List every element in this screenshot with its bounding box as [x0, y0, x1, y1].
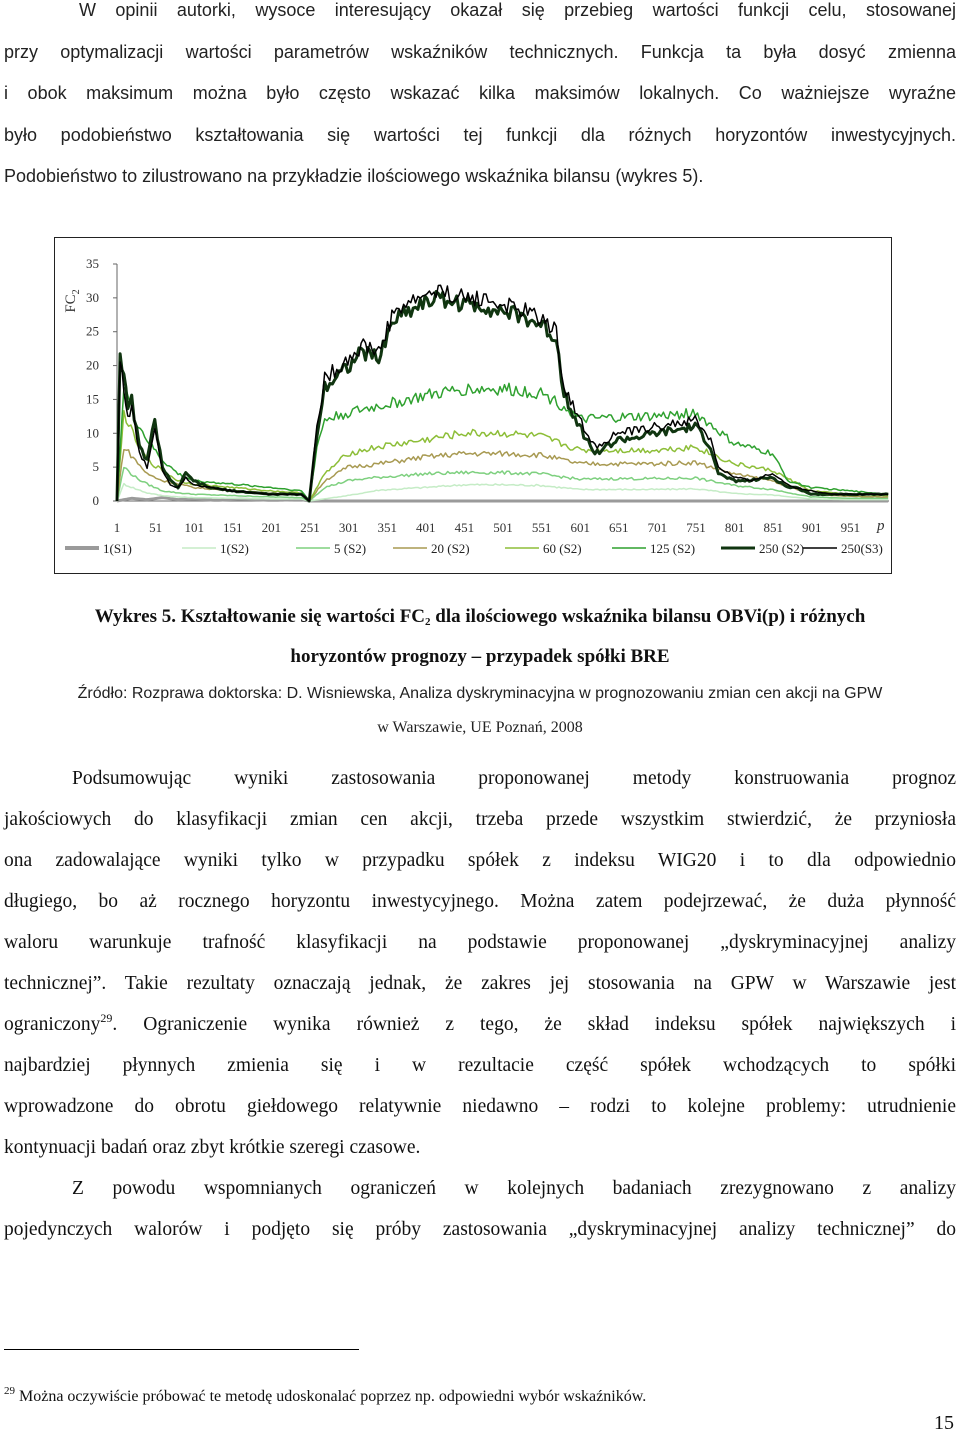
- x-tick-label: 151: [223, 520, 243, 535]
- x-tick-label: 851: [763, 520, 783, 535]
- intro-line-5: Podobieństwo to zilustrowano na przykład…: [4, 166, 704, 186]
- x-tick-label: 301: [339, 520, 359, 535]
- figure-source-line-2: w Warszawie, UE Poznań, 2008: [377, 719, 583, 736]
- y-tick-label: 0: [93, 493, 100, 508]
- x-tick-label: 551: [532, 520, 552, 535]
- summary-line-8: najbardziej płynnych zmienia się i w rez…: [4, 1055, 956, 1076]
- y-tick-label: 20: [86, 358, 99, 373]
- x-tick-label: 651: [609, 520, 629, 535]
- series-line-4: [116, 448, 889, 502]
- x-tick-label: 701: [648, 520, 668, 535]
- x-tick-label: 801: [725, 520, 745, 535]
- summary-paragraph: Podsumowując wyniki zastosowania propono…: [4, 758, 956, 1168]
- intro-line-4: było podobieństwo kształtowania się wart…: [4, 124, 956, 145]
- legend-label-8: 250(S3): [841, 541, 883, 556]
- legend-label-7: 250 (S2): [759, 541, 804, 556]
- series-line-2: [116, 482, 889, 502]
- summary-line-1: Podsumowując wyniki zastosowania propono…: [72, 768, 956, 789]
- figure-source: Źródło: Rozprawa doktorska: D. Wisniewsk…: [77, 685, 883, 702]
- summary-line-10: kontynuacji badań oraz zbyt krótkie szer…: [4, 1137, 421, 1158]
- series-line-6: [116, 382, 889, 502]
- x-tick-label: 451: [455, 520, 475, 535]
- series-line-3: [116, 466, 889, 502]
- legend-label-6: 125 (S2): [650, 541, 695, 556]
- y-tick-label: 5: [93, 459, 100, 474]
- series-line-7: [115, 290, 889, 503]
- x-tick-label: 251: [300, 520, 320, 535]
- x-tick-label: 751: [686, 520, 706, 535]
- x-tick-label: 901: [802, 520, 822, 535]
- x-tick-label: 351: [377, 520, 397, 535]
- x-tick-label: 201: [262, 520, 282, 535]
- next-line-2: pojedynczych walorów i podjęto się próby…: [4, 1219, 956, 1240]
- summary-line-7: ograniczony: [4, 1014, 101, 1035]
- summary-line-3: ona zadowalające wyniki tylko w przypadk…: [4, 850, 956, 871]
- x-tick-label: 601: [570, 520, 590, 535]
- legend-label-3: 5 (S2): [334, 541, 366, 556]
- intro-paragraph: W opinii autorki, wysoce interesujący ok…: [4, 0, 956, 198]
- legend-label-1: 1(S1): [103, 541, 132, 556]
- summary-line-6: technicznej”. Takie rezultaty oznaczają …: [4, 973, 956, 994]
- series-line-8: [116, 284, 889, 502]
- next-paragraph: Z powodu wspomnianych ograniczeń w kolej…: [4, 1168, 956, 1250]
- summary-line-5: waloru warunkuje trafność klasyfikacji n…: [4, 932, 956, 953]
- x-tick-label: 951: [841, 520, 861, 535]
- summary-line-2: jakościowych do klasyfikacji zmian cen a…: [4, 809, 956, 830]
- x-axis-label: p: [876, 518, 885, 534]
- next-line-1: Z powodu wspomnianych ograniczeń w kolej…: [72, 1178, 956, 1199]
- footnote-ref[interactable]: 29: [100, 1011, 113, 1025]
- intro-line-3: i obok maksimum można było często wskaza…: [4, 83, 956, 103]
- figure-caption: Wykres 5. Kształtowanie się wartości FC2…: [94, 606, 866, 628]
- y-axis-label: FC2: [63, 289, 82, 312]
- legend-label-5: 60 (S2): [543, 541, 582, 556]
- series-line-5: [116, 409, 889, 502]
- y-tick-label: 30: [86, 290, 99, 305]
- y-tick-label: 15: [86, 391, 99, 406]
- intro-line-1: W opinii autorki, wysoce interesujący ok…: [79, 0, 956, 20]
- figure-caption-line-2: horyzontów prognozy – przypadek spółki B…: [290, 646, 670, 667]
- y-tick-label: 10: [86, 425, 99, 440]
- y-tick-label: 25: [86, 324, 99, 339]
- footnote-divider: [4, 1349, 359, 1350]
- x-tick-label: 101: [184, 520, 204, 535]
- x-tick-label: 1: [114, 520, 121, 535]
- x-tick-label: 501: [493, 520, 513, 535]
- y-tick-label: 35: [86, 256, 99, 271]
- summary-line-9: wprowadzone do obrotu giełdowego relatyw…: [4, 1096, 956, 1117]
- footnote: 29 Można oczywiście próbować te metodę u…: [4, 1385, 647, 1406]
- summary-line-4: długiego, bo aż rocznego horyzontu inwes…: [4, 891, 956, 912]
- legend-label-4: 20 (S2): [431, 541, 470, 556]
- x-tick-label: 51: [149, 520, 162, 535]
- x-tick-label: 401: [416, 520, 436, 535]
- chart-frame: 0 5 10 15 20 25 30 35 FC2 1 51 101 151 201 251 301 351 40…: [54, 237, 892, 574]
- legend-label-2: 1(S2): [220, 541, 249, 556]
- page-number: 15: [934, 1412, 954, 1434]
- intro-line-2: przy optymalizacji wartości parametrów w…: [4, 41, 956, 62]
